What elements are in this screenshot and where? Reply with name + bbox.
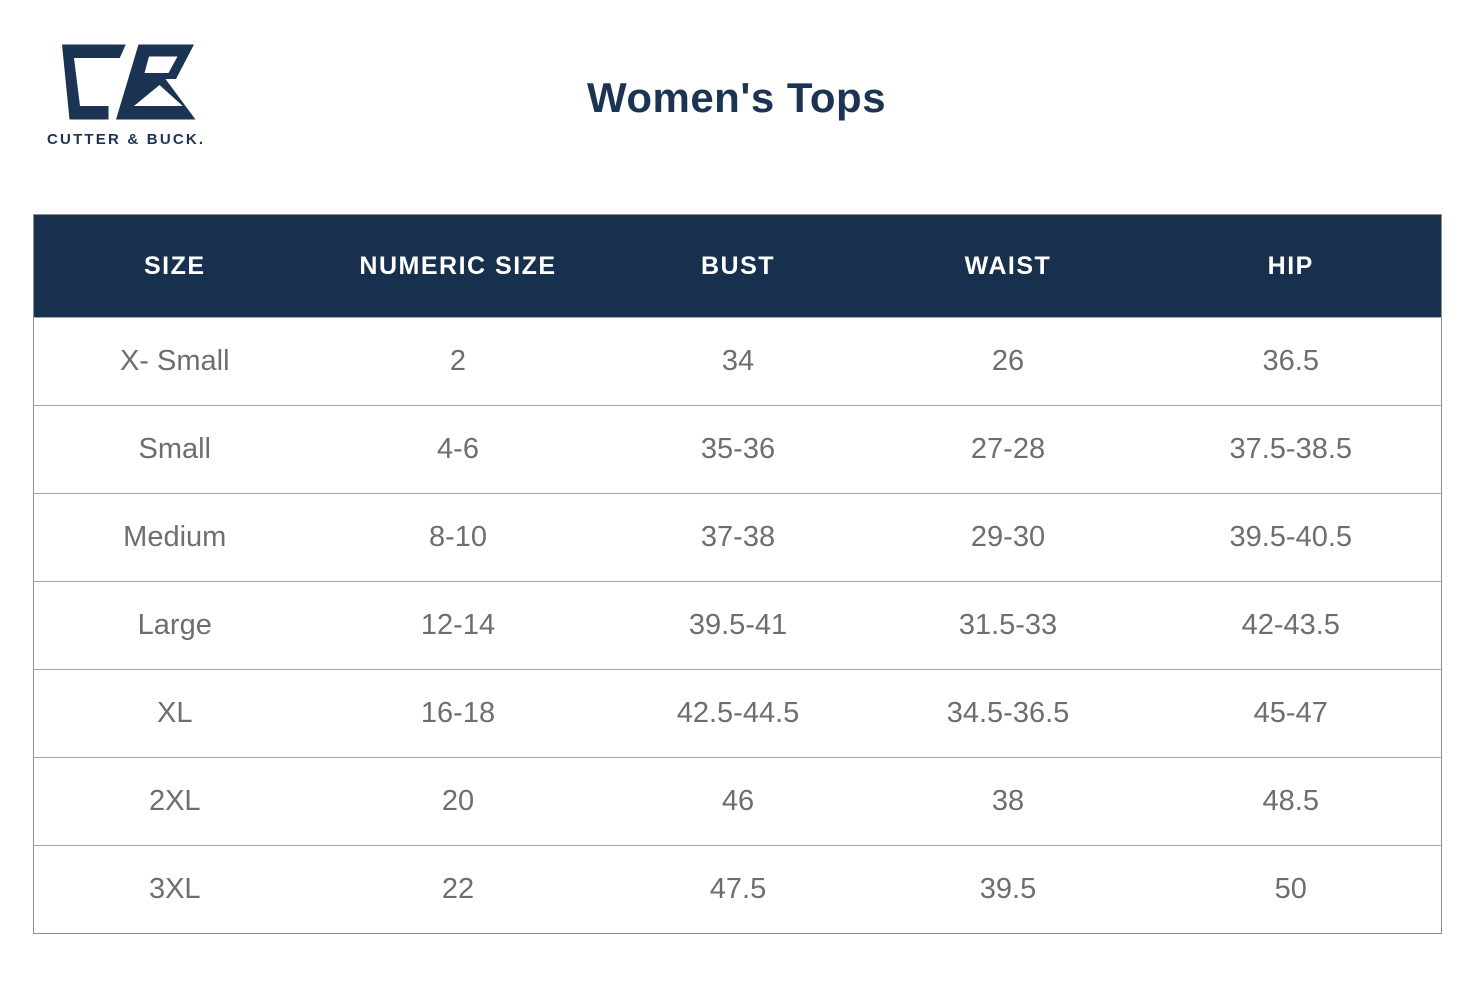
table-cell: 26: [875, 317, 1141, 406]
table-cell: XL: [33, 669, 316, 758]
table-cell: 39.5: [875, 845, 1141, 934]
table-cell: 31.5-33: [875, 581, 1141, 670]
header-row: SIZE NUMERIC SIZE BUST WAIST HIP: [33, 214, 1442, 318]
table-cell: 36.5: [1140, 317, 1442, 406]
table-cell: 29-30: [875, 493, 1141, 582]
table-cell: 8-10: [315, 493, 601, 582]
table-cell: 39.5-40.5: [1140, 493, 1442, 582]
table-cell: 50: [1140, 845, 1442, 934]
table-cell: Small: [33, 405, 316, 494]
table-row: Large 12-14 39.5-41 31.5-33 42-43.5: [33, 581, 1442, 670]
table-cell: 12-14: [315, 581, 601, 670]
table-row: Small 4-6 35-36 27-28 37.5-38.5: [33, 405, 1442, 494]
table-cell: 4-6: [315, 405, 601, 494]
table-cell: 2: [315, 317, 601, 406]
table-row: 3XL 22 47.5 39.5 50: [33, 845, 1442, 934]
column-header-numeric-size: NUMERIC SIZE: [315, 214, 601, 318]
table-cell: 34: [600, 317, 876, 406]
table-cell: X- Small: [33, 317, 316, 406]
table-cell: 2XL: [33, 757, 316, 846]
cutter-buck-logo-icon: [62, 44, 196, 120]
table-cell: 37-38: [600, 493, 876, 582]
table-cell: 22: [315, 845, 601, 934]
size-chart-table: SIZE NUMERIC SIZE BUST WAIST HIP X- Smal…: [33, 214, 1442, 934]
table-cell: 42-43.5: [1140, 581, 1442, 670]
column-header-waist: WAIST: [875, 214, 1141, 318]
table-row: Medium 8-10 37-38 29-30 39.5-40.5: [33, 493, 1442, 582]
table-cell: 47.5: [600, 845, 876, 934]
table-cell: 42.5-44.5: [600, 669, 876, 758]
table-cell: 20: [315, 757, 601, 846]
table-cell: 45-47: [1140, 669, 1442, 758]
table-row: XL 16-18 42.5-44.5 34.5-36.5 45-47: [33, 669, 1442, 758]
column-header-size: SIZE: [33, 214, 316, 318]
page-title: Women's Tops: [586, 74, 887, 121]
table-cell: 35-36: [600, 405, 876, 494]
table-cell: 46: [600, 757, 876, 846]
column-header-hip: HIP: [1140, 214, 1442, 318]
table-cell: 39.5-41: [600, 581, 876, 670]
table-cell: 3XL: [33, 845, 316, 934]
table-cell: 27-28: [875, 405, 1141, 494]
table-cell: 34.5-36.5: [875, 669, 1141, 758]
table-row: 2XL 20 46 38 48.5: [33, 757, 1442, 846]
table-cell: 38: [875, 757, 1141, 846]
table-cell: 37.5-38.5: [1140, 405, 1442, 494]
column-header-bust: BUST: [600, 214, 876, 318]
table-header: SIZE NUMERIC SIZE BUST WAIST HIP: [33, 214, 1442, 318]
table-cell: Medium: [33, 493, 316, 582]
brand-logo: CUTTER & BUCK.: [47, 34, 207, 148]
table-cell: 48.5: [1140, 757, 1442, 846]
table-body: X- Small 2 34 26 36.5 Small 4-6 35-36 27-28 37.5-…: [33, 317, 1442, 934]
table-cell: Large: [33, 581, 316, 670]
brand-name: CUTTER & BUCK.: [47, 131, 206, 148]
table-cell: 16-18: [315, 669, 601, 758]
table-row: X- Small 2 34 26 36.5: [33, 317, 1442, 406]
